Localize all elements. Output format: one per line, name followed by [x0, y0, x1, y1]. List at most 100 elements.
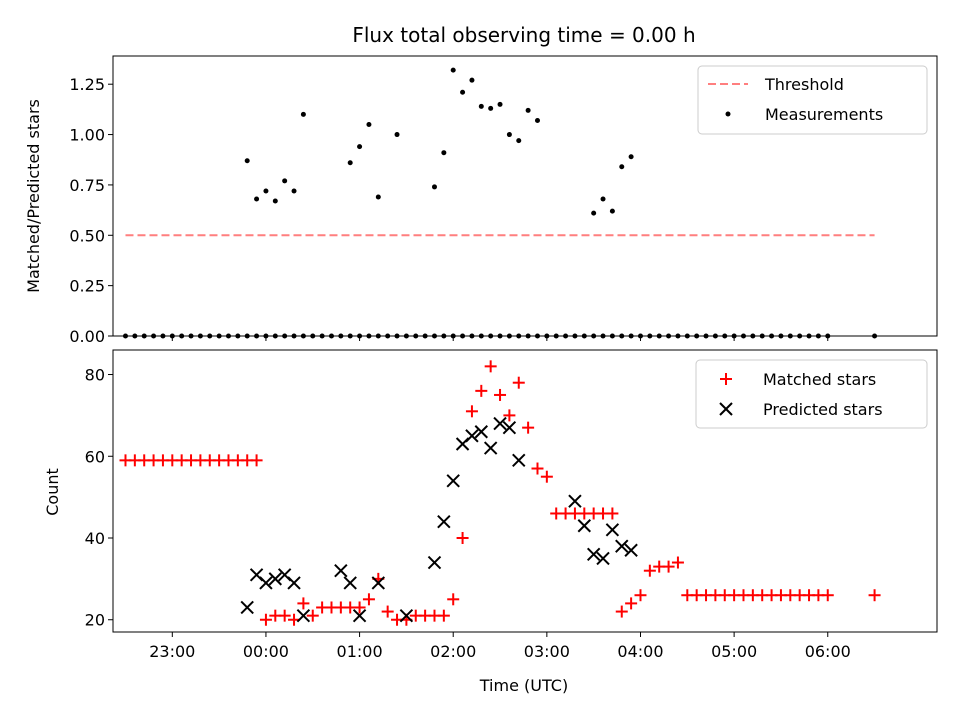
measurement-point — [572, 333, 578, 339]
measurement-point — [244, 158, 250, 164]
bottom-y-ticks: 20 40 60 80 — [85, 366, 113, 630]
measurement-point — [759, 333, 765, 339]
y-tick-label: 0.00 — [69, 327, 105, 346]
measurement-point — [591, 333, 597, 339]
predicted-stars-point — [259, 576, 273, 590]
predicted-stars-point — [474, 425, 489, 439]
y-tick-label: 60 — [85, 447, 105, 466]
matched-stars-point — [353, 601, 366, 614]
predicted-stars-point — [502, 420, 517, 435]
measurement-point — [207, 333, 213, 339]
matched-stars-point — [512, 376, 525, 389]
x-tick-label: 03:00 — [524, 642, 570, 661]
matched-stars-point — [522, 421, 535, 434]
measurement-point — [684, 333, 690, 339]
predicted-stars-point — [586, 547, 601, 562]
matched-stars-point — [259, 613, 272, 626]
measurement-point — [254, 333, 260, 339]
measurement-point — [609, 333, 615, 339]
bottom-y-axis-label: Count — [43, 468, 62, 516]
predicted-stars-point — [287, 576, 301, 590]
measurement-point — [375, 194, 381, 200]
measurement-point — [815, 333, 821, 339]
predicted-stars-point — [483, 441, 498, 455]
y-tick-label: 0.25 — [69, 277, 105, 296]
measurement-point — [534, 333, 540, 339]
measurement-point — [769, 333, 775, 339]
matched-stars-point — [484, 360, 497, 373]
predicted-stars-point — [615, 539, 629, 553]
measurement-point — [591, 210, 597, 216]
measurement-point — [366, 121, 372, 127]
measurement-point — [478, 333, 484, 339]
measurement-point — [413, 333, 419, 339]
measurement-point — [291, 333, 297, 339]
measurement-point — [441, 150, 447, 156]
predicted-stars-point — [352, 608, 367, 623]
measurement-point — [656, 333, 662, 339]
measurement-point — [179, 333, 185, 339]
matched-stars-point — [447, 593, 460, 606]
predicted-stars-point — [512, 453, 526, 468]
matched-stars-point — [494, 388, 507, 401]
measurement-point — [619, 164, 625, 170]
predicted-stars-point — [577, 519, 592, 533]
y-tick-label: 1.00 — [69, 126, 105, 145]
measurement-point — [553, 333, 559, 339]
measurement-point — [375, 333, 381, 339]
predicted-stars-point — [437, 514, 451, 529]
measurement-point — [347, 333, 353, 339]
top-y-ticks: 0.00 0.25 0.50 0.75 1.00 1.25 — [69, 75, 113, 346]
bottom-panel-frame — [112, 349, 938, 633]
predicted-stars-point — [605, 523, 620, 537]
top-panel-frame — [112, 55, 938, 337]
measurement-point — [272, 333, 278, 339]
measurement-point — [422, 333, 428, 339]
predicted-stars-point — [493, 416, 507, 431]
measurement-point — [160, 333, 166, 339]
measurement-point — [488, 333, 494, 339]
measurement-point — [488, 105, 494, 111]
matched-stars-point — [643, 564, 656, 577]
measurement-point — [254, 196, 260, 202]
bottom-series — [119, 360, 881, 626]
measurement-point — [394, 132, 400, 138]
measurement-point — [516, 138, 522, 144]
measurement-point — [628, 333, 634, 339]
measurement-point — [328, 333, 334, 339]
measurement-point — [169, 333, 175, 339]
measurement-point — [460, 89, 466, 95]
top-legend: Threshold Measurements — [697, 65, 928, 135]
measurement-point — [600, 333, 606, 339]
measurement-point — [319, 333, 325, 339]
measurement-point — [272, 198, 278, 204]
x-tick-label: 02:00 — [430, 642, 476, 661]
measurement-point — [619, 333, 625, 339]
x-tick-label: 05:00 — [711, 642, 757, 661]
legend-matched-swatch — [720, 373, 732, 385]
measurement-point — [188, 333, 194, 339]
measurement-point — [469, 77, 475, 83]
measurement-point — [506, 333, 512, 339]
measurement-point — [478, 103, 484, 109]
measurement-point — [797, 333, 803, 339]
measurement-point — [637, 333, 643, 339]
measurement-point — [235, 333, 241, 339]
measurement-point — [141, 333, 147, 339]
bottom-x-ticks: 23:00 00:00 01:00 02:00 03:00 04:00 05:00 06:00 — [149, 632, 851, 661]
legend-measurements-swatch — [725, 111, 731, 117]
measurement-point — [357, 333, 363, 339]
measurement-point — [263, 333, 269, 339]
measurement-point — [544, 333, 550, 339]
measurement-point — [750, 333, 756, 339]
x-tick-label: 06:00 — [805, 642, 851, 661]
matched-stars-point — [671, 556, 684, 569]
measurement-point — [694, 333, 700, 339]
measurement-point — [497, 101, 503, 107]
x-tick-label: 00:00 — [243, 642, 289, 661]
measurement-point — [431, 184, 437, 190]
predicted-stars-point — [343, 576, 357, 590]
x-tick-label: 04:00 — [617, 642, 663, 661]
measurement-point — [675, 333, 681, 339]
